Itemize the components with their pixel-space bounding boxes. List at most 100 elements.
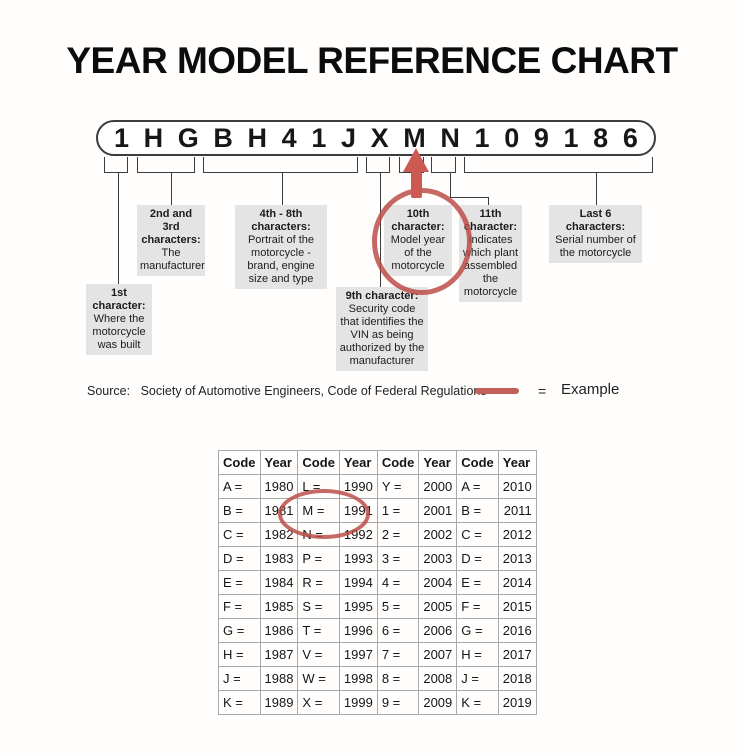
code-cell: B = <box>218 498 261 523</box>
code-cell: Y = <box>376 474 420 499</box>
callout-heading: 4th - 8th characters: <box>251 208 311 233</box>
callout-last-6-characters: Last 6 characters: Serial number of the … <box>549 205 642 263</box>
vin-character: X <box>370 122 389 153</box>
code-cell: 2 = <box>376 522 420 547</box>
bracket-char-9 <box>366 157 390 173</box>
callout-heading: 2nd and 3rd characters: <box>141 208 201 246</box>
vin-character: J <box>340 122 357 153</box>
year-cell: 2002 <box>418 522 458 547</box>
code-cell: E = <box>456 570 499 595</box>
table-header-cell: Code <box>218 450 261 475</box>
year-cell: 2013 <box>497 546 537 571</box>
year-code-table: Code Year Code Year Code Year Code Year A = 1980… <box>218 450 537 715</box>
example-legend-equals: = <box>538 383 547 399</box>
code-cell: 7 = <box>376 642 420 667</box>
table-header-cell: Year <box>497 450 537 475</box>
code-cell: T = <box>297 618 340 643</box>
vin-character: B <box>213 122 233 153</box>
callout-heading: Last 6 characters: <box>565 208 626 233</box>
code-cell: J = <box>456 666 499 691</box>
vin-character: 4 <box>281 122 297 153</box>
code-cell: S = <box>297 594 340 619</box>
year-cell: 2016 <box>497 618 537 643</box>
year-cell: 2017 <box>497 642 537 667</box>
table-header-row: Code Year Code Year Code Year Code Year <box>218 450 537 475</box>
year-cell: 1995 <box>338 594 378 619</box>
year-cell: 1998 <box>338 666 378 691</box>
table-header-cell: Code <box>376 450 420 475</box>
year-cell: 2000 <box>418 474 458 499</box>
source-text: Society of Automotive Engineers, Code of… <box>140 384 487 398</box>
year-cell: 1997 <box>338 642 378 667</box>
callout-body: Portrait of the motorcycle - brand, engi… <box>247 234 315 285</box>
code-cell: K = <box>456 690 499 715</box>
line-to-1st-label <box>118 172 119 284</box>
year-cell: 2005 <box>418 594 458 619</box>
vin-character: H <box>247 122 268 153</box>
example-arrow-shaft <box>411 168 422 198</box>
table-header-cell: Year <box>259 450 299 475</box>
year-cell: 1986 <box>259 618 299 643</box>
code-cell: D = <box>218 546 261 571</box>
code-cell: H = <box>456 642 499 667</box>
vin-character: 1 <box>114 122 130 153</box>
year-cell: 1999 <box>338 690 378 715</box>
table-row: G = 1986 T = 1996 6 = 2006 G = 2016 <box>218 618 537 643</box>
vin-character: 6 <box>622 122 638 153</box>
code-cell: 3 = <box>376 546 420 571</box>
table-row: D = 1983 P = 1993 3 = 2003 D = 2013 <box>218 546 537 571</box>
bracket-char-11 <box>431 157 456 173</box>
year-cell: 2014 <box>497 570 537 595</box>
code-cell: A = <box>218 474 261 499</box>
year-cell: 2011 <box>497 498 537 523</box>
callout-11th-character: 11th character: Indicates which plant as… <box>459 205 522 302</box>
code-cell: J = <box>218 666 261 691</box>
year-cell: 1989 <box>259 690 299 715</box>
vin-character: 8 <box>593 122 609 153</box>
vin-character: N <box>440 122 460 153</box>
bracket-chars-2-3 <box>137 157 195 173</box>
year-cell: 1994 <box>338 570 378 595</box>
example-legend-label: Example <box>561 381 620 398</box>
callout-body: Indicates which plant assembled the moto… <box>462 234 519 298</box>
table-row: E = 1984 R = 1994 4 = 2004 E = 2014 <box>218 570 537 595</box>
vin-character: 9 <box>533 122 549 153</box>
year-cell: 2012 <box>497 522 537 547</box>
code-cell: P = <box>297 546 340 571</box>
year-cell: 1996 <box>338 618 378 643</box>
year-cell: 1985 <box>259 594 299 619</box>
code-cell: B = <box>456 498 499 523</box>
code-cell: 5 = <box>376 594 420 619</box>
year-cell: 1983 <box>259 546 299 571</box>
code-cell: 9 = <box>376 690 420 715</box>
code-cell: W = <box>297 666 340 691</box>
year-cell: 2010 <box>497 474 537 499</box>
callout-body: The manufacturer <box>140 247 205 272</box>
table-row: K = 1989 X = 1999 9 = 2009 K = 2019 <box>218 690 537 715</box>
year-cell: 1988 <box>259 666 299 691</box>
bracket-chars-4-8 <box>203 157 358 173</box>
code-cell: V = <box>297 642 340 667</box>
line-to-4th8th-label <box>282 172 283 205</box>
vin-character: H <box>143 122 164 153</box>
example-circle-10th-character <box>372 188 472 295</box>
table-body: A = 1980 L = 1990 Y = 2000 A = 2010 B = 1981 M = 19… <box>218 474 537 715</box>
callout-heading: 11th character: <box>463 208 518 233</box>
code-cell: R = <box>297 570 340 595</box>
year-cell: 2006 <box>418 618 458 643</box>
code-cell: H = <box>218 642 261 667</box>
year-cell: 1982 <box>259 522 299 547</box>
vin-character: 1 <box>563 122 579 153</box>
code-cell: 1 = <box>376 498 420 523</box>
table-row: H = 1987 V = 1997 7 = 2007 H = 2017 <box>218 642 537 667</box>
vin-character: 1 <box>474 122 490 153</box>
year-cell: 2019 <box>497 690 537 715</box>
callout-4th-8th-characters: 4th - 8th characters: Portrait of the mo… <box>235 205 327 289</box>
code-cell: F = <box>456 594 499 619</box>
year-cell: 2015 <box>497 594 537 619</box>
table-header-cell: Year <box>418 450 458 475</box>
code-cell: K = <box>218 690 261 715</box>
source-prefix: Source: <box>87 384 131 398</box>
